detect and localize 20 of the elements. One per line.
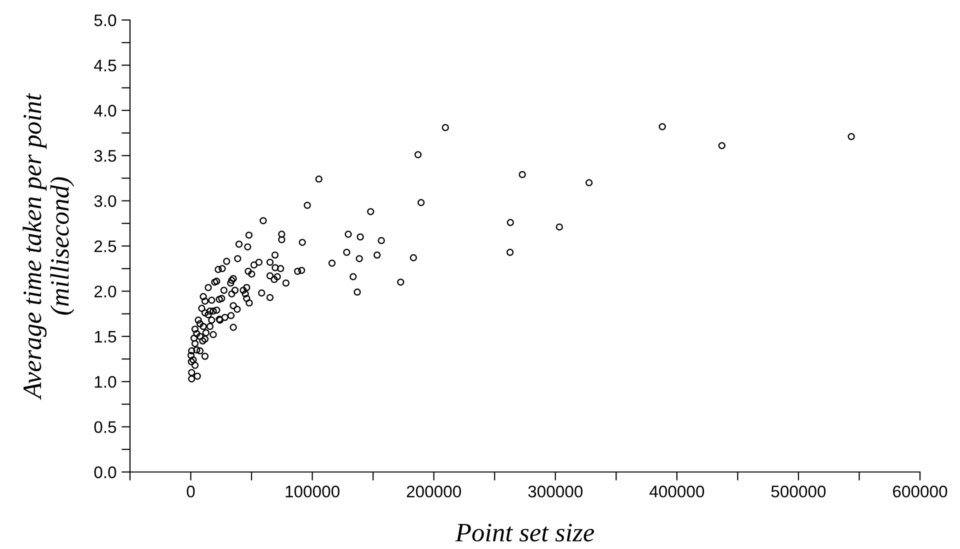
x-tick-label: 0	[186, 486, 195, 498]
y-tick-label: 1.5	[94, 330, 116, 343]
x-axis-title: Point set size	[455, 524, 594, 542]
y-tick-label: 3.5	[94, 150, 116, 162]
x-tick-label: 300000	[528, 486, 583, 498]
x-tick-label: 100000	[286, 486, 340, 498]
x-tick-label: 500000	[771, 486, 826, 498]
y-tick-label: 5.0	[94, 14, 116, 26]
y-tick-label: 3.0	[94, 195, 116, 208]
y-axis-title: Average time taken per point (millisecond)	[22, 93, 74, 400]
x-tick-label: 200000	[406, 486, 462, 498]
y-tick-label: 0.5	[94, 421, 116, 434]
y-tick-label: 0.0	[94, 466, 116, 478]
y-tick-label: 2.0	[94, 286, 116, 298]
x-tick-label: 600000	[893, 486, 948, 498]
x-tick-label: 400000	[650, 486, 704, 498]
y-tick-label: 4.5	[94, 60, 116, 72]
y-tick-label: 2.5	[94, 240, 116, 252]
y-tick-label: 1.0	[94, 376, 116, 388]
y-tick-label: 4.0	[94, 104, 116, 117]
